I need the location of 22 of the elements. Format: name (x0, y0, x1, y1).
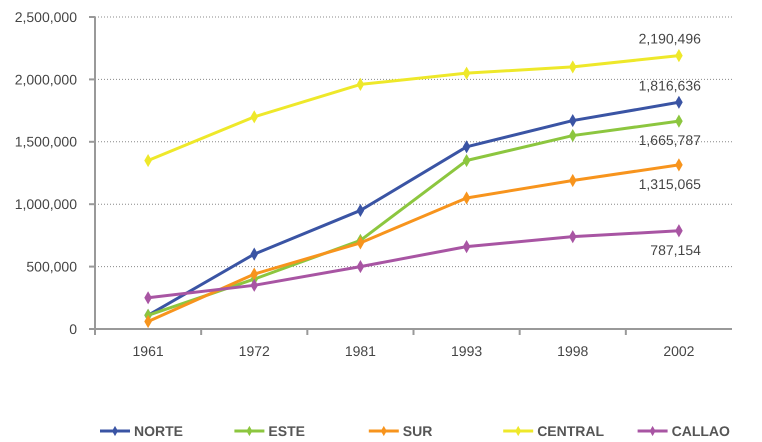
y-tick-label: 1,500,000 (14, 134, 78, 150)
y-tick-label: 500,000 (26, 258, 78, 274)
legend-label: NORTE (134, 422, 183, 439)
x-tick-label: 1993 (451, 343, 482, 359)
x-tick-label: 1961 (132, 343, 164, 359)
data-label: 787,154 (650, 242, 702, 258)
x-tick-label: 2002 (663, 343, 695, 359)
y-tick-label: 2,500,000 (14, 8, 78, 25)
x-tick-label: 1998 (557, 343, 589, 359)
legend-label: CENTRAL (537, 422, 605, 439)
x-tick-label: 1972 (238, 343, 270, 359)
data-label: 1,816,636 (638, 77, 702, 94)
legend-label: ESTE (268, 422, 305, 439)
x-tick-label: 1981 (344, 343, 376, 359)
y-tick-label: 0 (69, 320, 78, 337)
data-label: 2,190,496 (638, 30, 702, 47)
legend-label: SUR (402, 422, 432, 439)
y-tick-label: 1,000,000 (14, 196, 78, 212)
data-label: 1,665,787 (638, 132, 702, 148)
data-label: 1,315,065 (638, 176, 702, 192)
y-tick-label: 2,000,000 (14, 71, 78, 88)
legend-label: CALLAO (672, 422, 730, 439)
